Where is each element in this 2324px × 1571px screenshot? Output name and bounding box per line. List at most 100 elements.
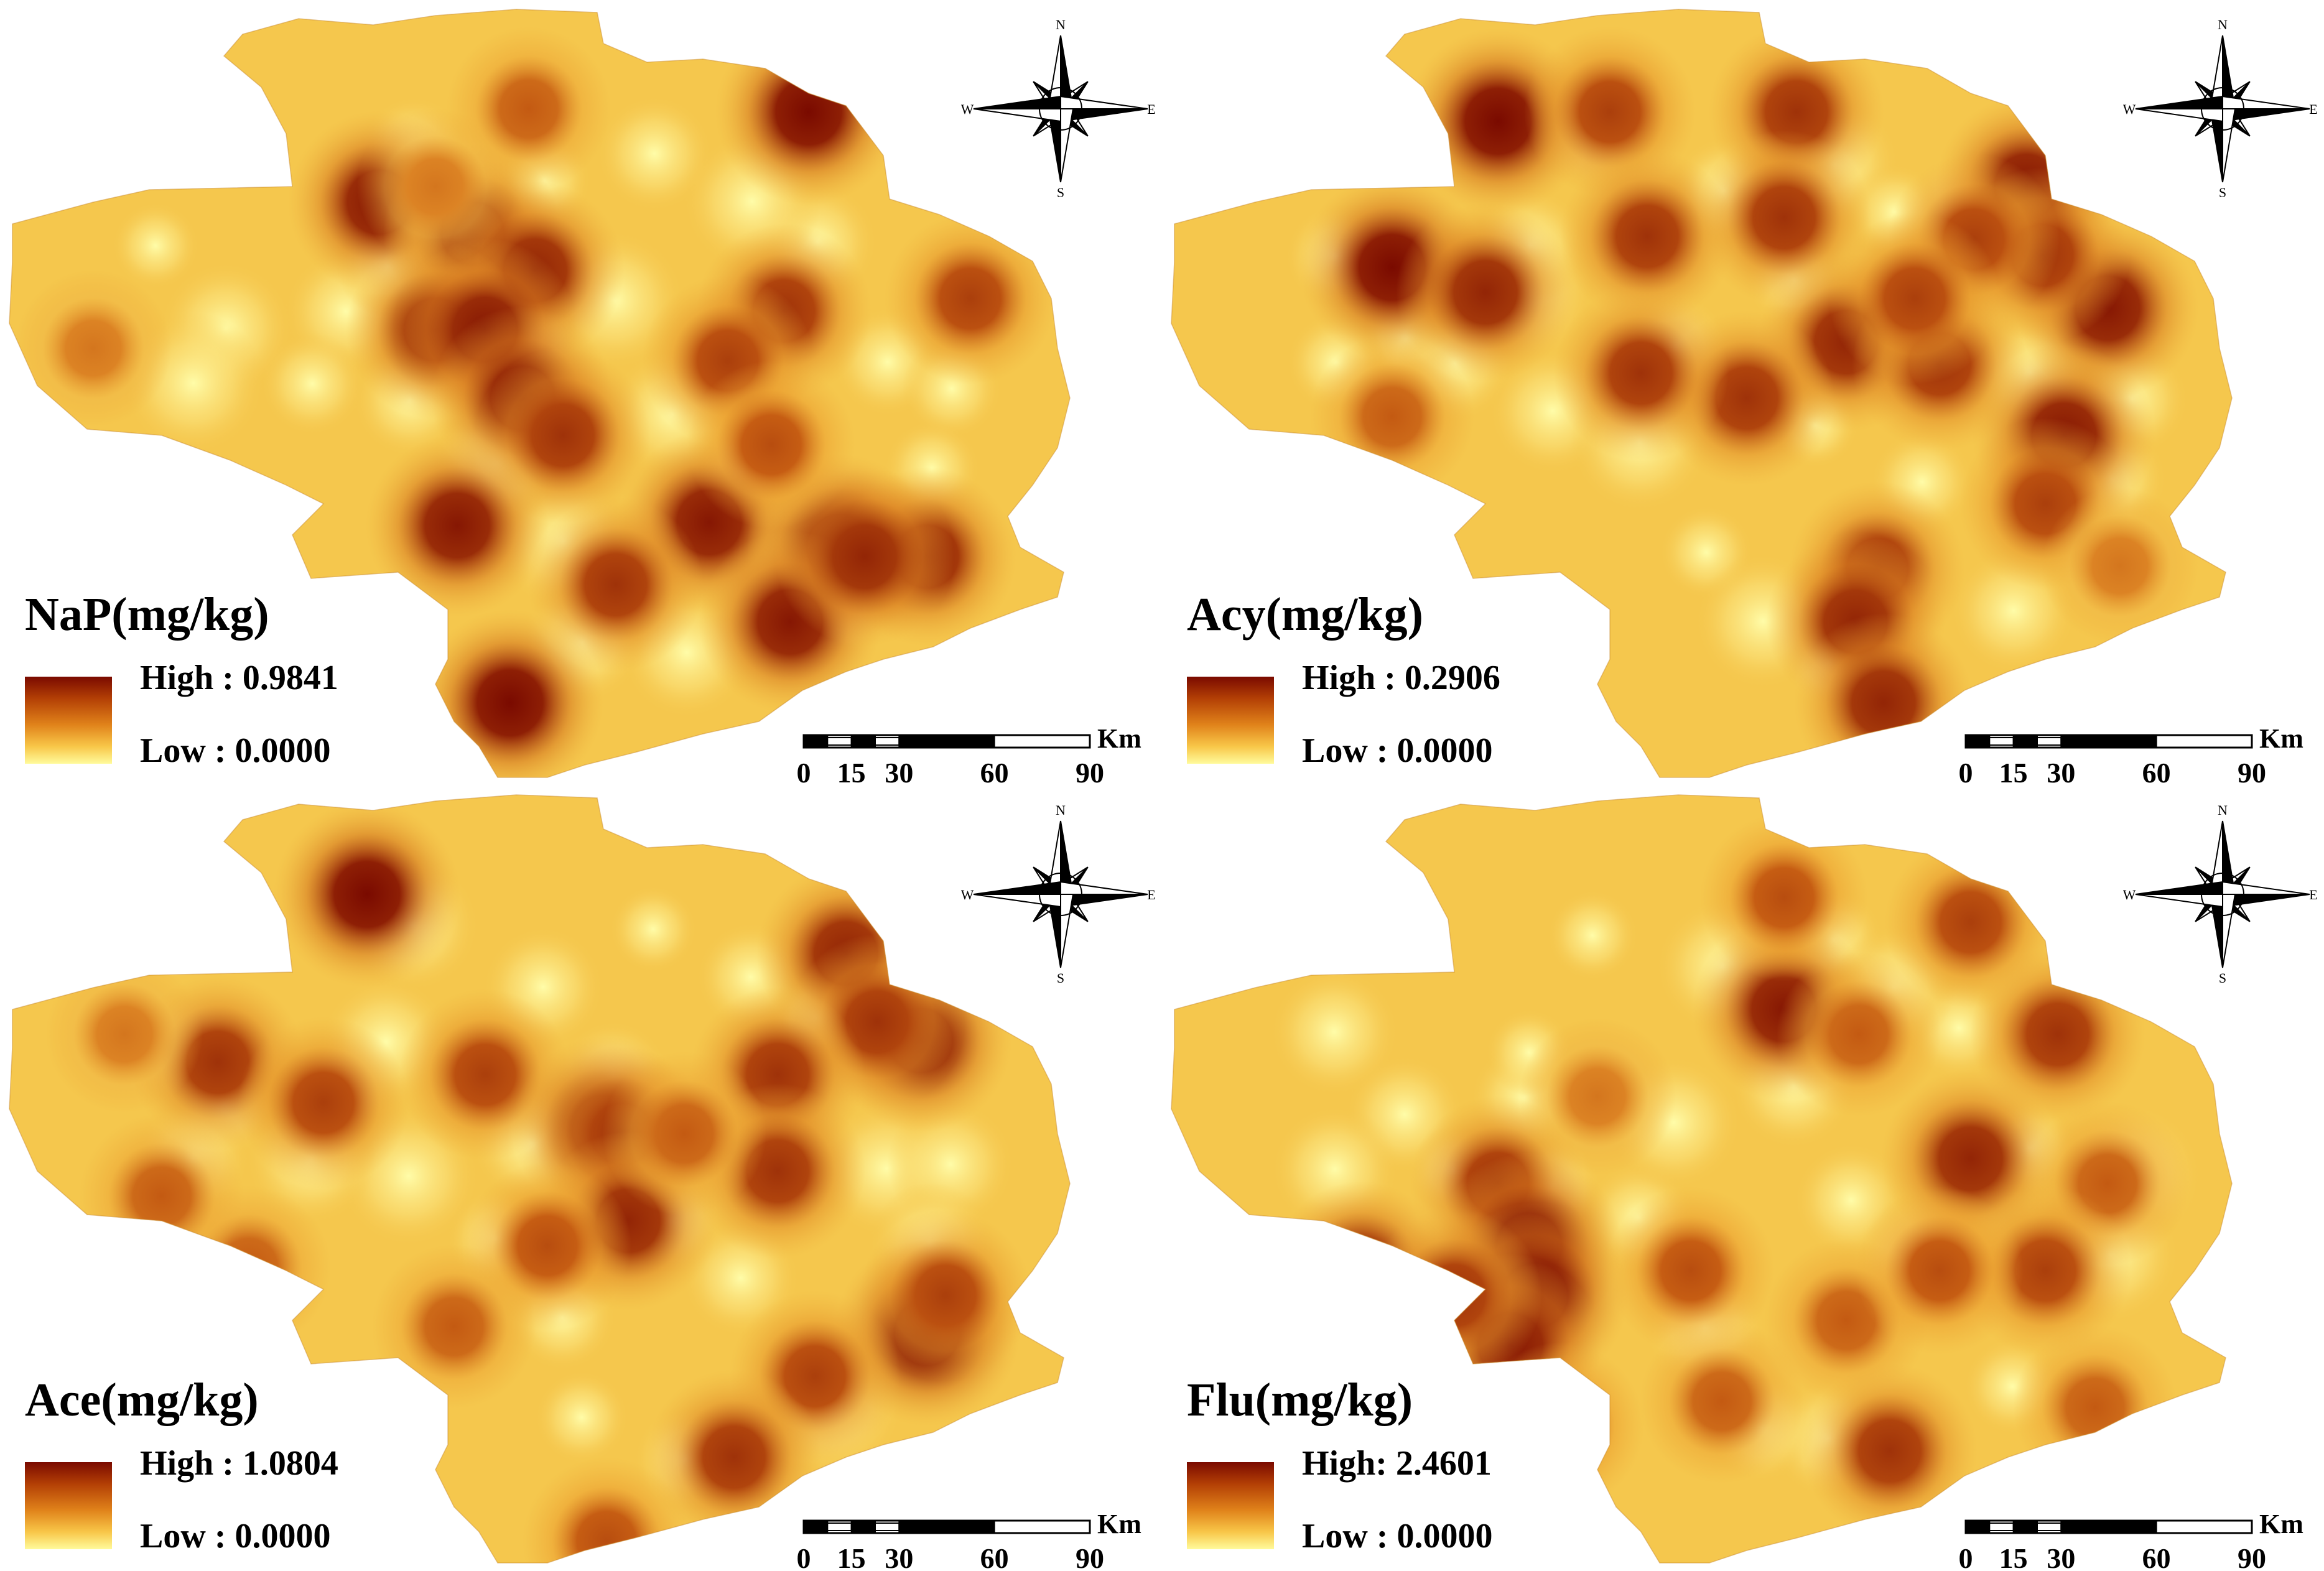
scale-segment	[827, 1522, 852, 1531]
study-area-boundary	[1171, 794, 2233, 1564]
hotspot	[366, 434, 549, 617]
scale-segment	[1989, 737, 2014, 746]
compass-label-n: N	[1056, 802, 1066, 818]
compass-label-e: E	[1147, 101, 1155, 117]
study-area-boundary	[1171, 9, 2233, 778]
hotspot	[80, 1114, 244, 1278]
scale-tick-label: 15	[837, 1542, 866, 1569]
scale-tick-label: 90	[2238, 757, 2266, 784]
compass-label-s: S	[2219, 185, 2226, 200]
scale-unit-label: Km	[1097, 1513, 1141, 1539]
compass-label-w: W	[2123, 101, 2136, 117]
scale-bar: Km 0 15 30 60 90	[1959, 1513, 2303, 1569]
acy-choropleth-map	[1171, 9, 2233, 778]
hotspot	[1777, 952, 1941, 1116]
scale-tick-label: 30	[885, 1542, 913, 1569]
scale-bar: Km 0 15 30 60 90	[797, 1513, 1141, 1569]
low-concentration-area	[112, 202, 199, 289]
scale-tick-label: 0	[797, 757, 811, 784]
scale-tick-label: 0	[797, 1542, 811, 1569]
scale-segment	[898, 1520, 995, 1534]
acy-color-ramp	[1187, 677, 1274, 764]
scale-bar: Km 0 15 30 60 90	[797, 728, 1141, 784]
scale-segment	[993, 735, 1090, 748]
scale-tick-label: 90	[1076, 1542, 1104, 1569]
map-panel-ace: Ace(mg/kg) High : 1.0804 Low : 0.0000 N S…	[0, 786, 1162, 1571]
map-panel-acy: Acy(mg/kg) High : 0.2906 Low : 0.0000 N S…	[1162, 0, 2324, 786]
nap-legend-title: NaP(mg/kg)	[25, 588, 269, 641]
scale-segment	[1965, 1520, 1991, 1534]
scale-segment	[1989, 1522, 2014, 1531]
scale-segment	[898, 735, 995, 748]
scale-tick-label: 15	[1999, 1542, 2028, 1569]
hotspot	[1700, 813, 1868, 981]
scale-segment	[2012, 735, 2038, 748]
scale-unit-label: Km	[2259, 1513, 2303, 1539]
flu-legend-low: Low : 0.0000	[1302, 1517, 1493, 1555]
hotspot	[715, 19, 902, 205]
hotspot	[885, 213, 1056, 384]
compass-label-n: N	[2218, 17, 2228, 32]
hotspot	[860, 1210, 1031, 1381]
scale-segment	[993, 1520, 1090, 1534]
scale-tick-label: 15	[1999, 757, 2028, 784]
map-panel-flu: Flu(mg/kg) High: 2.4601 Low : 0.0000 N S E…	[1162, 786, 2324, 1571]
north-arrow-icon: N S E W	[961, 17, 1156, 200]
scale-segment	[2037, 737, 2062, 746]
hotspot	[1396, 203, 1575, 382]
low-concentration-area	[1270, 968, 1398, 1096]
scale-segment	[2037, 1522, 2062, 1531]
compass-label-w: W	[961, 101, 974, 117]
hotspot	[1802, 1363, 1978, 1539]
scale-segment	[875, 1522, 900, 1531]
hotspot	[46, 956, 203, 1113]
scale-segment	[2155, 1520, 2252, 1534]
flu-choropleth-map	[1171, 794, 2233, 1564]
scale-tick-label: 60	[2142, 1542, 2171, 1569]
hotspot	[523, 1457, 690, 1563]
scale-segment	[2060, 735, 2157, 748]
compass-label-w: W	[2123, 887, 2136, 902]
scale-unit-label: Km	[1097, 728, 1141, 754]
compass-label-e: E	[2309, 887, 2317, 902]
scale-segment	[1965, 735, 1991, 748]
study-area-boundary	[9, 9, 1071, 778]
scale-tick-label: 0	[1959, 757, 1973, 784]
compass-label-w: W	[961, 887, 974, 902]
ace-legend-high: High : 1.0804	[140, 1444, 338, 1483]
ace-color-ramp	[25, 1462, 112, 1549]
scale-segment	[827, 737, 852, 746]
scale-tick-label: 90	[2238, 1542, 2266, 1569]
north-arrow-icon: N S E W	[2123, 17, 2318, 200]
hotspot	[238, 1017, 409, 1189]
acy-legend-title: Acy(mg/kg)	[1187, 588, 1423, 641]
hotspot	[357, 108, 514, 265]
scale-segment	[850, 1520, 876, 1534]
nap-legend-high: High : 0.9841	[140, 659, 338, 697]
flu-color-ramp	[1187, 1462, 1274, 1549]
scale-segment	[2012, 1520, 2038, 1534]
hotspot	[1794, 613, 1973, 777]
north-arrow-icon: N S E W	[961, 802, 1156, 986]
scale-tick-label: 90	[1076, 757, 1104, 784]
scale-bar: Km 0 15 30 60 90	[1959, 728, 2303, 784]
nap-color-ramp	[25, 677, 112, 764]
scale-segment	[803, 1520, 829, 1534]
low-concentration-area	[1547, 890, 1638, 981]
ace-choropleth-map	[9, 794, 1071, 1564]
compass-label-s: S	[1057, 185, 1064, 200]
hotspot	[528, 497, 704, 672]
hotspot	[1476, 1342, 1644, 1510]
acy-legend-high: High : 0.2906	[1302, 659, 1500, 697]
hotspot	[775, 467, 954, 646]
compass-label-e: E	[1147, 887, 1155, 902]
low-concentration-area	[610, 886, 697, 973]
scale-tick-label: 60	[980, 1542, 1009, 1569]
north-arrow-icon: N S E W	[2123, 802, 2318, 986]
nap-legend-low: Low : 0.0000	[140, 731, 331, 770]
hotspot	[1519, 1018, 1676, 1175]
hotspot	[1553, 285, 1729, 461]
hotspot	[1310, 335, 1474, 499]
hotspot	[372, 1244, 536, 1409]
